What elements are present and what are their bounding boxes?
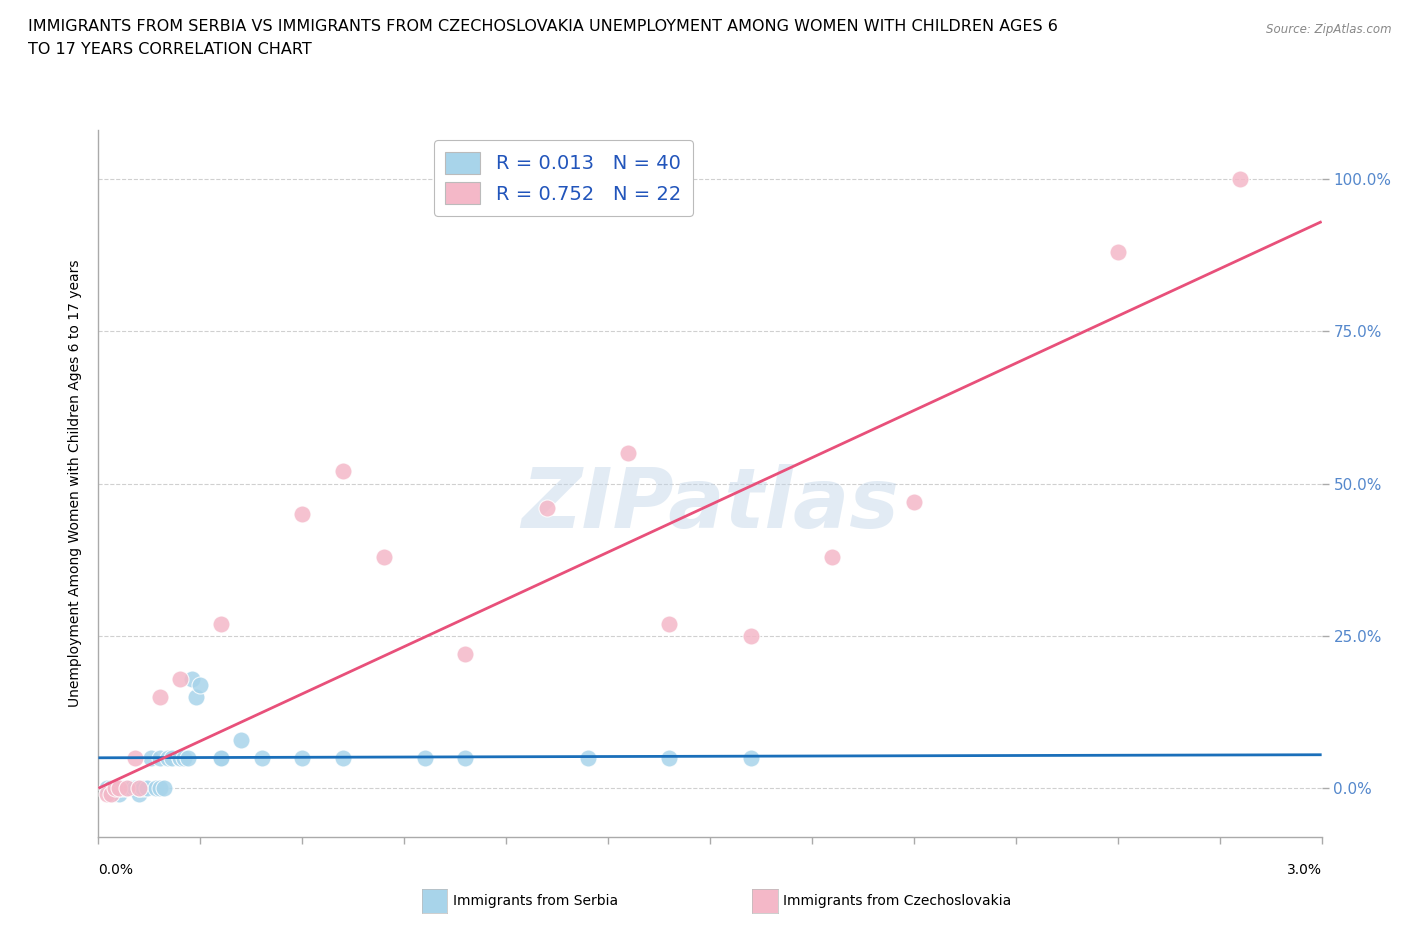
Point xyxy=(188,677,212,692)
Point xyxy=(132,781,155,796)
Point xyxy=(169,751,191,765)
Point xyxy=(149,751,172,765)
Point xyxy=(104,781,127,796)
Point xyxy=(209,751,232,765)
Point xyxy=(576,751,599,765)
Point xyxy=(124,781,146,796)
Point xyxy=(332,464,354,479)
Point xyxy=(250,751,273,765)
Point xyxy=(104,781,127,796)
Point xyxy=(177,751,200,765)
Point xyxy=(413,751,436,765)
Text: Source: ZipAtlas.com: Source: ZipAtlas.com xyxy=(1267,23,1392,36)
Point xyxy=(120,781,142,796)
Point xyxy=(115,781,138,796)
Point xyxy=(104,781,127,796)
Point xyxy=(108,787,131,802)
Point xyxy=(169,671,191,686)
Point xyxy=(115,781,138,796)
Text: 3.0%: 3.0% xyxy=(1286,862,1322,877)
Point xyxy=(149,689,172,704)
Point xyxy=(740,751,762,765)
Text: 0.0%: 0.0% xyxy=(98,862,134,877)
Point xyxy=(145,781,167,796)
Point xyxy=(658,617,681,631)
Text: Immigrants from Czechoslovakia: Immigrants from Czechoslovakia xyxy=(783,894,1011,909)
Text: Immigrants from Serbia: Immigrants from Serbia xyxy=(453,894,617,909)
Point xyxy=(903,495,925,510)
Point xyxy=(136,781,159,796)
Y-axis label: Unemployment Among Women with Children Ages 6 to 17 years: Unemployment Among Women with Children A… xyxy=(69,259,83,708)
Text: ZIPatlas: ZIPatlas xyxy=(522,464,898,545)
Point xyxy=(108,781,131,796)
Point xyxy=(149,781,172,796)
Point xyxy=(173,751,195,765)
Point xyxy=(100,787,122,802)
Point xyxy=(454,751,477,765)
Point xyxy=(96,787,118,802)
Point xyxy=(152,781,174,796)
Point xyxy=(821,550,844,565)
Point xyxy=(1107,245,1129,259)
Point xyxy=(96,781,118,796)
Point xyxy=(124,751,146,765)
Point xyxy=(128,781,150,796)
Point xyxy=(291,751,314,765)
Legend: R = 0.013   N = 40, R = 0.752   N = 22: R = 0.013 N = 40, R = 0.752 N = 22 xyxy=(433,140,693,216)
Point xyxy=(169,751,191,765)
Point xyxy=(209,617,232,631)
Point xyxy=(332,751,354,765)
Point xyxy=(160,751,183,765)
Point xyxy=(141,751,163,765)
Point xyxy=(231,732,253,747)
Point xyxy=(128,781,150,796)
Point xyxy=(454,646,477,661)
Point xyxy=(617,445,640,460)
Point xyxy=(100,787,122,802)
Point xyxy=(658,751,681,765)
Point xyxy=(209,751,232,765)
Point xyxy=(740,629,762,644)
Point xyxy=(100,781,122,796)
Text: IMMIGRANTS FROM SERBIA VS IMMIGRANTS FROM CZECHOSLOVAKIA UNEMPLOYMENT AMONG WOME: IMMIGRANTS FROM SERBIA VS IMMIGRANTS FRO… xyxy=(28,19,1057,33)
Point xyxy=(128,787,150,802)
Point xyxy=(536,500,558,515)
Point xyxy=(373,550,395,565)
Point xyxy=(108,781,131,796)
Point xyxy=(156,751,179,765)
Point xyxy=(111,781,134,796)
Point xyxy=(181,671,204,686)
Text: TO 17 YEARS CORRELATION CHART: TO 17 YEARS CORRELATION CHART xyxy=(28,42,312,57)
Point xyxy=(1229,171,1251,186)
Point xyxy=(186,689,208,704)
Point xyxy=(291,507,314,522)
